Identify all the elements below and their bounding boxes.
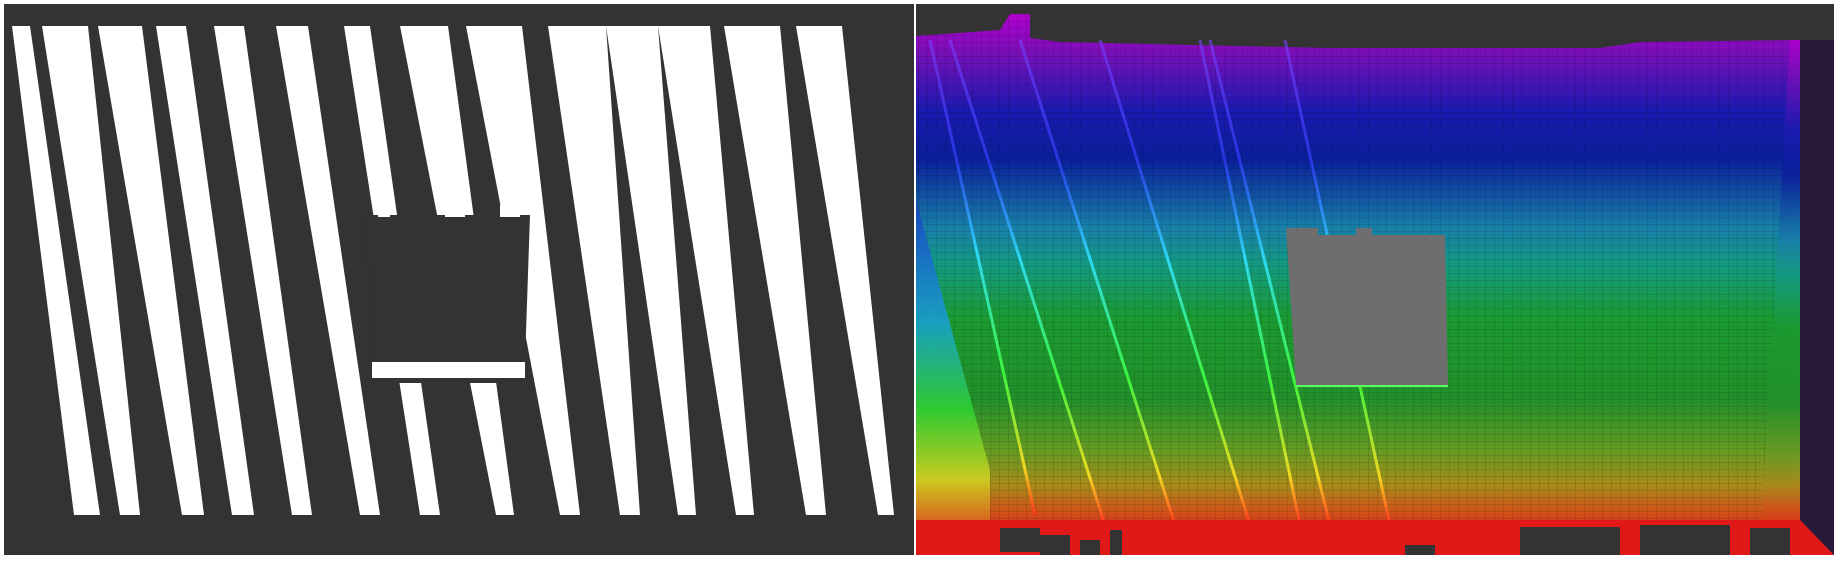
mask-window-sill-gap (364, 378, 534, 383)
render-stripe-edge (1198, 39, 1302, 526)
mask-notch (378, 205, 390, 217)
mask-notch (500, 205, 520, 217)
render-stripe-edge (948, 39, 1107, 526)
render-floor-gap (1520, 527, 1620, 555)
render-floor-gaps (1000, 525, 1790, 555)
mask-stripe (724, 26, 826, 515)
render-window-hole (1286, 228, 1448, 385)
mask-stripe (12, 26, 100, 515)
mask-stripe (606, 26, 696, 515)
render-stripe-edge (1098, 39, 1252, 526)
render-floor-gap (1000, 528, 1040, 552)
mask-stripe (548, 26, 640, 515)
render-floor-gap (1405, 545, 1435, 555)
mask-stripe (42, 26, 140, 515)
mask-stripe (796, 26, 894, 515)
mask-notch (445, 205, 465, 217)
height-colored-voxel-render (916, 4, 1834, 555)
render-stripe-edge (1018, 39, 1177, 526)
mask-wall-stripes (12, 26, 894, 515)
render-floor-gap (1110, 530, 1122, 555)
render-right-edge (1760, 40, 1800, 545)
render-floor-gap (1640, 525, 1730, 555)
render-floor-gap (1750, 528, 1790, 555)
render-floor-gap (1080, 540, 1100, 555)
render-right-wall (1780, 40, 1834, 555)
mask-stripe (658, 26, 754, 515)
mask-stripe (156, 26, 254, 515)
render-stripe-edge (1208, 39, 1332, 526)
mask-window-sill (372, 362, 525, 380)
binary-occupancy-mask (4, 4, 914, 555)
mask-window-hole (366, 215, 530, 362)
render-stripe-edge (928, 39, 1037, 516)
render-left-wall (916, 200, 990, 550)
mask-stripe (214, 26, 312, 515)
mask-stripe (276, 26, 380, 515)
mask-stripe (98, 26, 204, 515)
render-floor-gap (1040, 535, 1070, 555)
